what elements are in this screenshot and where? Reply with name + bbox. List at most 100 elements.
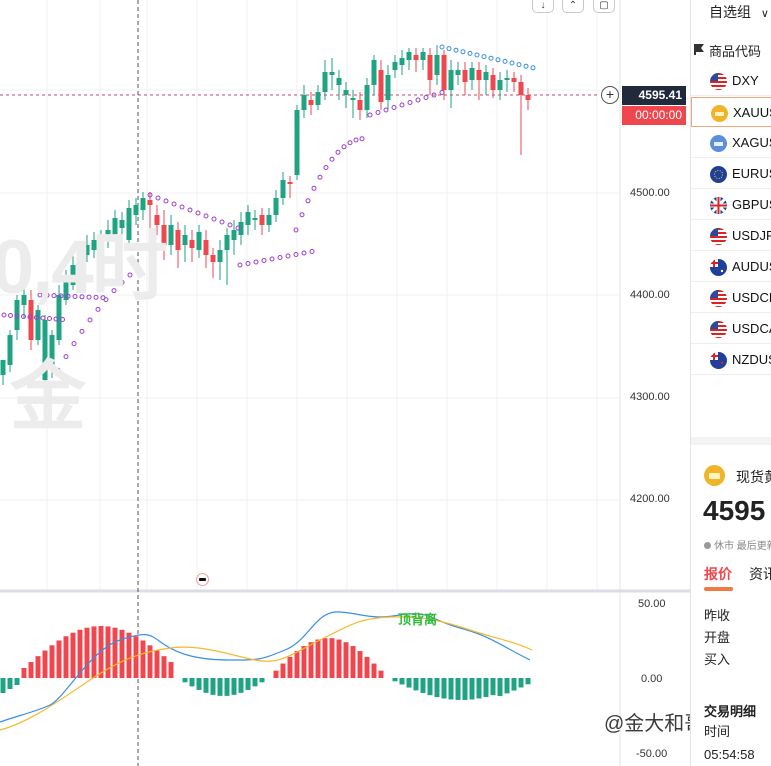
candle-body	[483, 72, 489, 80]
silver-flag-icon	[710, 135, 727, 152]
watchlist-group-label: 自选组	[709, 4, 751, 20]
sar-dot	[391, 105, 397, 110]
candle-body	[399, 58, 405, 65]
sar-dot	[299, 212, 305, 218]
candle-body	[182, 235, 188, 245]
macd-bar	[224, 678, 230, 696]
sar-dot	[253, 259, 259, 265]
watchlist-row-audusd[interactable]: AUDUSD	[691, 252, 771, 282]
macd-bar	[189, 678, 195, 687]
sar-dot	[40, 315, 46, 321]
macd-bar	[147, 645, 153, 678]
sar-dot	[58, 293, 64, 299]
chart-canvas[interactable]	[0, 0, 690, 766]
candle-body	[336, 78, 342, 85]
detail-symbol-name: 现货黄金	[736, 469, 771, 485]
candle-body	[322, 72, 328, 92]
macd-bar	[133, 636, 139, 678]
macd-bar	[490, 678, 496, 696]
candle-body	[504, 78, 510, 80]
square-icon[interactable]: ▢	[593, 0, 615, 13]
author-credit: @金大和哥	[604, 713, 705, 735]
macd-bar	[63, 636, 69, 678]
candle-body	[497, 80, 503, 90]
sar-dot	[203, 213, 209, 219]
candle-body	[77, 250, 83, 270]
sar-dot	[47, 316, 52, 321]
macd-bar	[322, 638, 328, 678]
event-marker-icon[interactable]	[196, 573, 209, 586]
watchlist-column-header[interactable]: 商品代码	[691, 40, 771, 62]
sar-dot	[359, 136, 365, 142]
candle-body	[238, 222, 244, 235]
candle-body	[154, 215, 160, 225]
sar-dot	[14, 313, 20, 319]
watchlist-row-usdjpy[interactable]: USDJPY	[691, 221, 771, 251]
watchlist-symbol: USDJPY	[732, 228, 771, 243]
watchlist-group-selector[interactable]: 自选组 ∨	[709, 2, 769, 22]
macd-bar	[252, 678, 258, 687]
sar-dot	[375, 110, 381, 115]
candle-body	[175, 230, 181, 250]
candle-body	[518, 82, 524, 95]
sar-dot	[60, 317, 65, 322]
macd-bar	[119, 629, 125, 678]
us-flag-icon	[710, 290, 727, 307]
candle-body	[196, 232, 202, 250]
watchlist-row-usdchf[interactable]: USDCHF	[691, 283, 771, 313]
price-chart[interactable]: 0,4时 金 ↓ ⌃ ▢ + 4595.41 00:00:00 4500.00 …	[0, 0, 704, 766]
watchlist-row-dxy[interactable]: DXY	[691, 66, 771, 96]
sar-dot	[79, 328, 85, 334]
arrow-down-icon[interactable]: ↓	[532, 0, 554, 13]
watchlist-row-usdcad[interactable]: USDCAD	[691, 314, 771, 344]
sar-dot	[235, 225, 241, 231]
nz-flag-icon	[710, 352, 727, 369]
watchlist-row-nzdusd[interactable]: NZDUSD	[691, 345, 771, 375]
watchlist-row-xagusd[interactable]: XAGUSD	[691, 128, 771, 158]
market-status-text: 休市 最后更新	[714, 541, 771, 552]
candle-body	[42, 320, 48, 380]
candle-body	[357, 100, 363, 110]
watchlist-row-xauusd[interactable]: XAUUSD	[691, 97, 771, 127]
tab-news[interactable]: 资讯	[749, 566, 771, 582]
candle-body	[350, 98, 356, 100]
candle-body	[224, 235, 230, 250]
add-alert-icon[interactable]: +	[601, 86, 619, 104]
sar-dot	[439, 90, 445, 95]
watchlist-symbol: AUDUSD	[732, 259, 771, 274]
sar-dot	[44, 292, 50, 298]
chevron-up-icon[interactable]: ⌃	[562, 0, 584, 13]
macd-bar	[49, 645, 55, 678]
column-symbol-label: 商品代码	[709, 44, 762, 59]
macd-bar	[112, 627, 118, 678]
price-tick-4300: 4300.00	[630, 391, 670, 403]
sar-dot	[55, 367, 61, 373]
macd-bar	[196, 678, 202, 690]
macd-bar	[287, 656, 293, 678]
candle-body	[252, 218, 258, 220]
gb-flag-icon	[710, 197, 727, 214]
candle-body	[308, 100, 314, 105]
candle-body	[119, 220, 125, 228]
watchlist-row-gbpusd[interactable]: GBPUSD	[691, 190, 771, 220]
sar-dot	[93, 294, 99, 300]
candle-body	[364, 85, 370, 110]
sar-dot	[135, 265, 141, 271]
candle-body	[301, 95, 307, 110]
sar-dot	[171, 201, 177, 207]
macd-bar	[21, 668, 27, 678]
tab-quote[interactable]: 报价	[704, 566, 732, 582]
macd-bar	[308, 642, 314, 678]
macd-bar	[259, 678, 265, 683]
trade-time-value: 05:54:58	[704, 747, 755, 762]
sar-dot	[127, 272, 133, 278]
candle-body	[385, 75, 391, 100]
sar-dot	[195, 210, 201, 216]
chevron-down-icon: ∨	[760, 8, 769, 20]
candle-body	[413, 55, 419, 60]
watchlist-row-eurusd[interactable]: EURUSD	[691, 159, 771, 189]
candle-body	[287, 182, 293, 184]
candle-body	[49, 335, 55, 370]
candle-body	[469, 68, 475, 80]
candle-body	[161, 225, 167, 245]
